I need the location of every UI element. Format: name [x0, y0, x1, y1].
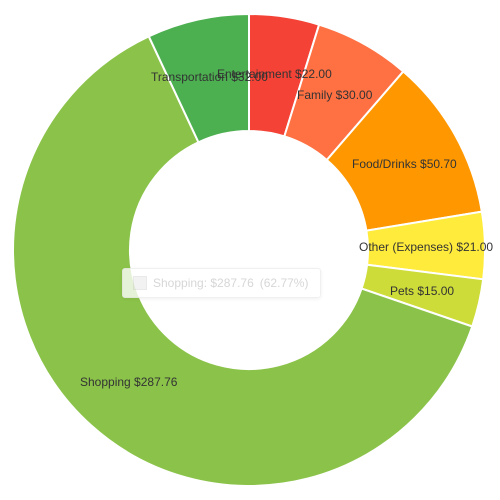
hover-tooltip: Shopping: $287.76 (62.77%)	[122, 268, 322, 298]
label-food-drinks: Food/Drinks $50.70	[352, 157, 457, 171]
label-family: Family $30.00	[297, 88, 373, 102]
tooltip-label: Shopping: $287.76	[153, 276, 254, 290]
label-transportation: Transportation $32.00	[151, 70, 268, 84]
label-pets: Pets $15.00	[390, 284, 454, 298]
label-other-expenses: Other (Expenses) $21.00	[359, 240, 493, 254]
label-entertainment: Entertainment $22.00	[217, 67, 332, 81]
slice-labels: Entertainment $22.00 Family $30.00 Food/Dr…	[80, 67, 493, 389]
tooltip-color-swatch	[133, 276, 147, 290]
slice-shopping[interactable]	[12, 35, 474, 487]
label-shopping: Shopping $287.76	[80, 375, 178, 389]
tooltip-percent: (62.77%)	[259, 276, 309, 290]
slice-transportation[interactable]	[147, 12, 250, 144]
donut-slices	[12, 12, 486, 487]
